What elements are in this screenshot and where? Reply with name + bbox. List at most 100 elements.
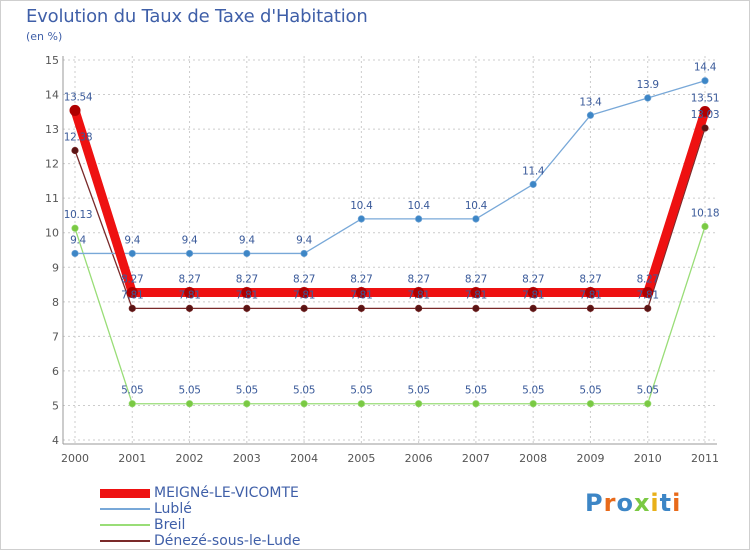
logo-letter: t	[659, 489, 673, 517]
point-breil	[128, 400, 136, 408]
x-tick-label: 2006	[405, 452, 433, 465]
x-tick-label: 2000	[61, 452, 89, 465]
logo-letter: r	[603, 489, 617, 517]
data-label-breil: 10.18	[691, 208, 720, 220]
data-label-luble: 10.4	[465, 200, 488, 212]
data-label-breil: 5.05	[350, 385, 372, 397]
y-tick-label: 10	[45, 227, 59, 240]
legend-swatch-luble	[100, 508, 150, 510]
x-tick-label: 2002	[176, 452, 204, 465]
data-label-deneze: 7.81	[408, 289, 430, 301]
data-label-deneze: 7.81	[236, 289, 258, 301]
x-tick-label: 2011	[691, 452, 719, 465]
series-line-breil	[74, 225, 706, 405]
data-label-meigne: 13.51	[691, 92, 720, 104]
point-breil	[300, 400, 308, 408]
data-label-deneze: 7.81	[637, 289, 659, 301]
data-label-breil: 10.13	[64, 209, 93, 221]
point-deneze	[357, 304, 365, 312]
point-meigne	[298, 286, 310, 298]
point-luble	[701, 77, 709, 85]
series-line-deneze	[74, 127, 706, 310]
point-breil	[357, 400, 365, 408]
point-breil	[644, 400, 652, 408]
data-label-luble: 9.4	[70, 234, 86, 246]
data-label-breil: 5.05	[178, 385, 200, 397]
point-deneze	[529, 304, 537, 312]
data-label-meigne: 8.27	[408, 273, 430, 285]
data-label-luble: 13.4	[579, 96, 602, 108]
x-tick-label: 2007	[462, 452, 490, 465]
data-label-breil: 5.05	[522, 385, 544, 397]
proxiti-logo[interactable]: Proxiti	[585, 489, 681, 517]
data-label-deneze: 7.81	[293, 289, 315, 301]
data-label-luble: 9.4	[239, 234, 255, 246]
point-breil	[701, 222, 709, 231]
point-meigne	[584, 286, 596, 298]
point-meigne	[355, 286, 367, 298]
data-label-deneze: 7.81	[465, 289, 487, 301]
logo-letter: o	[616, 489, 634, 517]
point-meigne	[241, 286, 253, 298]
data-label-deneze: 7.81	[178, 289, 200, 301]
point-breil	[71, 224, 79, 232]
y-tick-label: 6	[52, 365, 59, 378]
point-meigne	[69, 104, 81, 116]
legend: MEIGNé-LE-VICOMTE Lublé Breil Dénezé-sou…	[100, 485, 300, 549]
data-label-meigne: 13.54	[64, 91, 93, 103]
data-label-meigne: 8.27	[350, 273, 372, 285]
point-breil	[529, 400, 537, 408]
data-label-meigne: 8.27	[579, 273, 601, 285]
x-tick-label: 2008	[519, 452, 547, 465]
logo-letter: P	[585, 489, 604, 517]
data-label-breil: 5.05	[579, 385, 601, 397]
data-label-deneze: 12.38	[64, 132, 93, 144]
legend-item-luble[interactable]: Lublé	[100, 501, 300, 517]
data-label-luble: 10.4	[408, 200, 431, 212]
legend-item-breil[interactable]: Breil	[100, 517, 300, 533]
logo-letter: i	[672, 489, 682, 517]
data-label-luble: 10.4	[350, 200, 373, 212]
legend-item-deneze[interactable]: Dénezé-sous-le-Lude	[100, 533, 300, 549]
data-label-breil: 5.05	[637, 385, 659, 397]
legend-label-breil: Breil	[154, 517, 186, 533]
legend-swatch-breil	[100, 524, 150, 526]
data-label-breil: 5.05	[121, 385, 143, 397]
legend-label-meigne: MEIGNé-LE-VICOMTE	[154, 485, 299, 501]
point-breil	[185, 400, 194, 408]
point-luble	[185, 249, 194, 258]
chart-title: Evolution du Taux de Taxe d'Habitation	[26, 6, 368, 27]
legend-item-meigne[interactable]: MEIGNé-LE-VICOMTE	[100, 485, 300, 501]
series-line-meigne	[70, 105, 710, 297]
point-meigne	[413, 286, 425, 298]
point-deneze	[128, 304, 136, 312]
x-tick-label: 2010	[634, 452, 662, 465]
x-tick-label: 2001	[118, 452, 146, 465]
legend-label-deneze: Dénezé-sous-le-Lude	[154, 533, 301, 549]
point-luble	[644, 94, 652, 102]
y-tick-label: 4	[52, 434, 59, 447]
data-label-breil: 5.05	[293, 385, 315, 397]
y-tick-label: 13	[45, 123, 59, 136]
y-axis-unit: (en %)	[26, 30, 63, 43]
point-luble	[128, 249, 136, 258]
data-label-luble: 9.4	[124, 234, 140, 246]
point-luble	[243, 249, 251, 258]
data-label-meigne: 8.27	[121, 273, 143, 285]
point-breil	[243, 400, 251, 408]
y-tick-label: 11	[45, 192, 59, 205]
point-meigne	[699, 105, 711, 117]
data-label-deneze: 7.81	[522, 289, 544, 301]
x-tick-label: 2009	[576, 452, 604, 465]
y-tick-label: 8	[52, 296, 59, 309]
point-meigne	[184, 286, 196, 298]
point-luble	[71, 249, 79, 258]
x-tick-label: 2004	[290, 452, 318, 465]
y-tick-label: 9	[52, 261, 59, 274]
data-label-deneze: 13.03	[691, 109, 720, 121]
point-deneze	[644, 304, 652, 312]
data-label-breil: 5.05	[236, 385, 258, 397]
point-deneze	[415, 304, 423, 312]
point-breil	[472, 400, 480, 408]
point-meigne	[126, 286, 138, 298]
